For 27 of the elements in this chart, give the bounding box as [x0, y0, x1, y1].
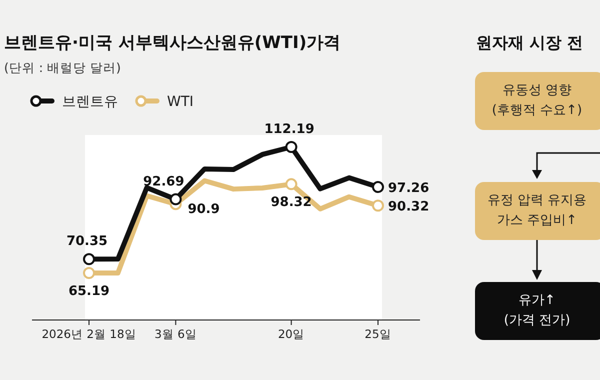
text: 유가↑ (가격 전가): [504, 293, 570, 328]
chart-title: 브렌트유·미국 서부텍사스산원유(WTI)가격: [4, 33, 341, 53]
text: 유동성 영향 (후행적 수요↑): [492, 83, 582, 118]
point: [83, 267, 95, 279]
point: [285, 141, 298, 153]
point: [372, 181, 384, 194]
x-tick-label: 2026년 2월 18일: [42, 327, 136, 341]
data-label: 97.26: [388, 181, 430, 196]
point: [83, 253, 95, 266]
point: [285, 178, 298, 190]
point: [372, 200, 384, 212]
data-label: 65.19: [68, 284, 110, 299]
data-label: 98.32: [270, 195, 312, 210]
data-label: 70.35: [66, 234, 108, 250]
legend-label: WTI: [167, 94, 194, 110]
legend-label: 브렌트유: [62, 94, 118, 110]
text: 원자재 시장 전: [476, 33, 584, 52]
x-tick-label: 25일: [364, 327, 392, 341]
point: [170, 193, 182, 206]
x-tick-label: 3월 6일: [154, 327, 197, 341]
x-tick-label: 20일: [278, 327, 305, 341]
data-label: 90.32: [388, 200, 430, 215]
text: 유정 압력 유지용 가스 주입비↑: [487, 193, 587, 228]
data-label: 90.9: [188, 202, 220, 218]
chart-subtitle: (단위 : 배럴당 달러): [4, 60, 121, 75]
data-label: 112.19: [264, 122, 314, 137]
data-label: 92.69: [143, 174, 184, 190]
